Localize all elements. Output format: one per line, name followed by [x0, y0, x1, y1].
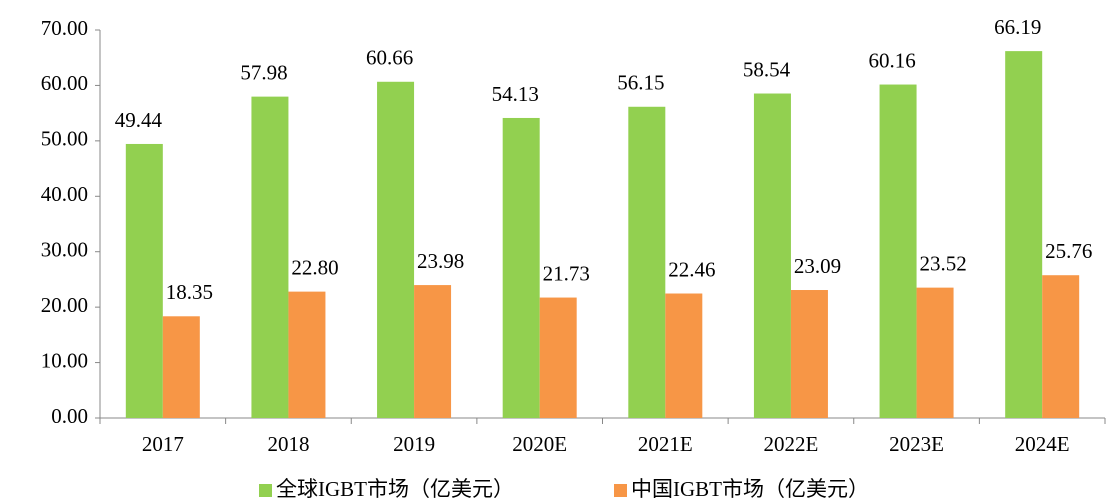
value-label: 49.44 — [115, 108, 163, 132]
bar — [628, 106, 666, 419]
value-label: 23.09 — [794, 254, 841, 278]
y-tick-label: 50.00 — [41, 127, 88, 151]
value-label: 22.46 — [668, 257, 715, 281]
x-tick-label: 2019 — [393, 432, 435, 456]
bar — [502, 117, 540, 418]
bar — [125, 143, 163, 419]
bar — [879, 84, 917, 418]
value-label: 60.16 — [868, 48, 915, 72]
y-tick-label: 30.00 — [41, 238, 88, 262]
value-label: 57.98 — [240, 60, 287, 84]
bar — [162, 316, 200, 418]
y-tick-label: 10.00 — [41, 348, 88, 372]
y-tick-label: 40.00 — [41, 182, 88, 206]
value-label: 56.15 — [617, 71, 664, 95]
bar — [1005, 51, 1043, 418]
legend-swatch — [614, 484, 627, 497]
legend-label: 全球IGBT市场（亿美元） — [276, 477, 514, 501]
bar — [665, 293, 703, 418]
bar — [1042, 275, 1080, 418]
value-label: 60.66 — [366, 46, 413, 70]
x-tick-label: 2018 — [267, 432, 309, 456]
legend-swatch — [259, 484, 272, 497]
x-tick-label: 2017 — [142, 432, 184, 456]
legend-label: 中国IGBT市场（亿美元） — [631, 477, 869, 501]
x-tick-label: 2024E — [1015, 432, 1070, 456]
bar — [288, 291, 326, 418]
value-label: 22.80 — [291, 255, 338, 279]
value-label: 18.35 — [166, 280, 213, 304]
value-label: 66.19 — [994, 15, 1041, 39]
bar — [251, 96, 289, 418]
y-tick-label: 70.00 — [41, 16, 88, 40]
x-tick-label: 2023E — [889, 432, 944, 456]
bar — [753, 93, 791, 418]
legend: 全球IGBT市场（亿美元） 中国IGBT市场（亿美元） — [259, 477, 869, 501]
bar — [539, 297, 577, 418]
value-label: 58.54 — [743, 57, 791, 81]
y-tick-label: 0.00 — [51, 404, 88, 428]
value-label: 23.52 — [919, 251, 966, 275]
bar — [916, 287, 954, 418]
y-tick-label: 20.00 — [41, 293, 88, 317]
bar — [790, 290, 828, 418]
value-label: 54.13 — [492, 82, 539, 106]
bar — [377, 81, 415, 418]
x-tick-label: 2021E — [638, 432, 693, 456]
value-label: 21.73 — [543, 261, 590, 285]
x-tick-label: 2020E — [512, 432, 567, 456]
value-label: 25.76 — [1045, 239, 1092, 263]
x-tick-label: 2022E — [764, 432, 819, 456]
bar — [414, 285, 452, 418]
y-tick-label: 60.00 — [41, 71, 88, 95]
value-label: 23.98 — [417, 249, 464, 273]
